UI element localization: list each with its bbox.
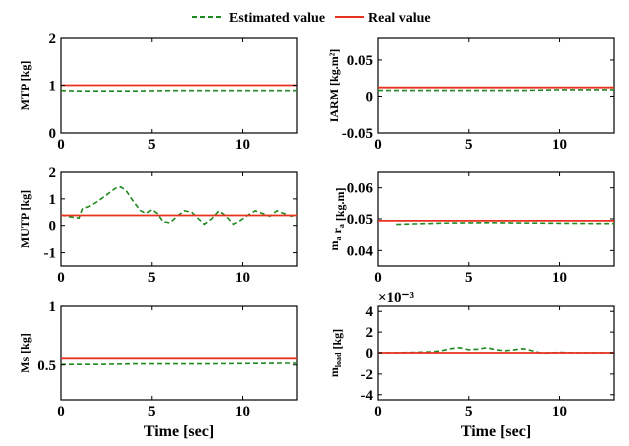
estimated-series-line — [61, 362, 297, 366]
x-tick-label: 5 — [465, 404, 473, 420]
estimated-series-line — [396, 221, 614, 226]
x-tick-label: 5 — [465, 137, 473, 153]
y-tick-label: 1 — [49, 79, 57, 95]
y-tick-label: 2 — [49, 165, 57, 181]
axes-box — [60, 171, 298, 267]
axes-box — [377, 37, 615, 134]
x-tick-label: 10 — [552, 270, 567, 286]
y-tick-label: 4 — [366, 304, 374, 320]
y-tick-label: 1 — [49, 299, 57, 315]
x-tick-label: 0 — [374, 137, 382, 153]
y-tick-label: -2 — [361, 367, 374, 383]
y-tick-label: 0 — [49, 126, 57, 142]
y-axis-label: MTP [kg] — [18, 61, 32, 111]
x-tick-label: 10 — [552, 137, 567, 153]
x-tick-label: 5 — [148, 270, 156, 286]
legend: Estimated value Real value — [192, 11, 431, 26]
y-tick-label: 0 — [49, 219, 57, 235]
y-axis-label: IARM [kg.m²] — [327, 49, 341, 123]
x-axis-label: Time [sec] — [461, 423, 531, 440]
y-tick-label: 2 — [366, 325, 374, 341]
y-tick-label: 0 — [366, 89, 374, 105]
y-tick-label: 0.06 — [347, 181, 374, 197]
y-tick-label: -0.05 — [342, 126, 373, 142]
y-axis-label: MUTP [kg] — [18, 190, 32, 248]
y-tick-label: 2 — [49, 31, 57, 47]
y-tick-label: 0.04 — [347, 243, 374, 259]
estimated-series-line — [61, 89, 297, 92]
y-axis-label: ma ra [kg.m] — [327, 188, 347, 251]
subplot-5: 0 5 10 0.5 1 Ms [kg] Time [sec] — [18, 299, 298, 440]
x-tick-label: 0 — [374, 270, 382, 286]
x-tick-label: 10 — [552, 404, 567, 420]
y-tick-label: -1 — [44, 246, 57, 262]
subplot-6: 0 5 10 -4 -2 0 2 4 mload [kg] Time [sec] ×10⁻³ — [327, 290, 615, 440]
axes-box — [60, 305, 298, 401]
y-exponent-label: ×10⁻³ — [378, 290, 414, 306]
x-tick-label: 5 — [148, 404, 156, 420]
x-tick-label: 5 — [465, 270, 473, 286]
subplot-1: 0 5 10 0 1 2 MTP [kg] — [18, 31, 298, 153]
legend-real-label: Real value — [368, 11, 431, 26]
x-tick-label: 0 — [57, 404, 65, 420]
estimated-series-line — [61, 185, 297, 226]
y-axis-label: Ms [kg] — [18, 333, 32, 373]
legend-estimated-label: Estimated value — [229, 11, 325, 26]
x-tick-label: 10 — [235, 270, 250, 286]
y-tick-label: 1 — [49, 192, 57, 208]
y-tick-label: 0.5 — [37, 358, 56, 374]
x-tick-label: 0 — [374, 404, 382, 420]
x-tick-label: 10 — [235, 137, 250, 153]
x-tick-label: 0 — [57, 137, 65, 153]
x-tick-label: 10 — [235, 404, 250, 420]
y-tick-label: 0.05 — [347, 53, 373, 69]
x-tick-label: 5 — [148, 137, 156, 153]
x-axis-label: Time [sec] — [144, 423, 214, 440]
x-tick-label: 0 — [57, 270, 65, 286]
y-axis-label: mload [kg] — [327, 329, 344, 377]
y-tick-label: -4 — [361, 388, 374, 404]
estimated-series-line — [378, 89, 614, 92]
y-tick-label: 0 — [366, 346, 374, 362]
axes-box — [377, 171, 615, 267]
y-tick-label: 0.05 — [347, 212, 373, 228]
